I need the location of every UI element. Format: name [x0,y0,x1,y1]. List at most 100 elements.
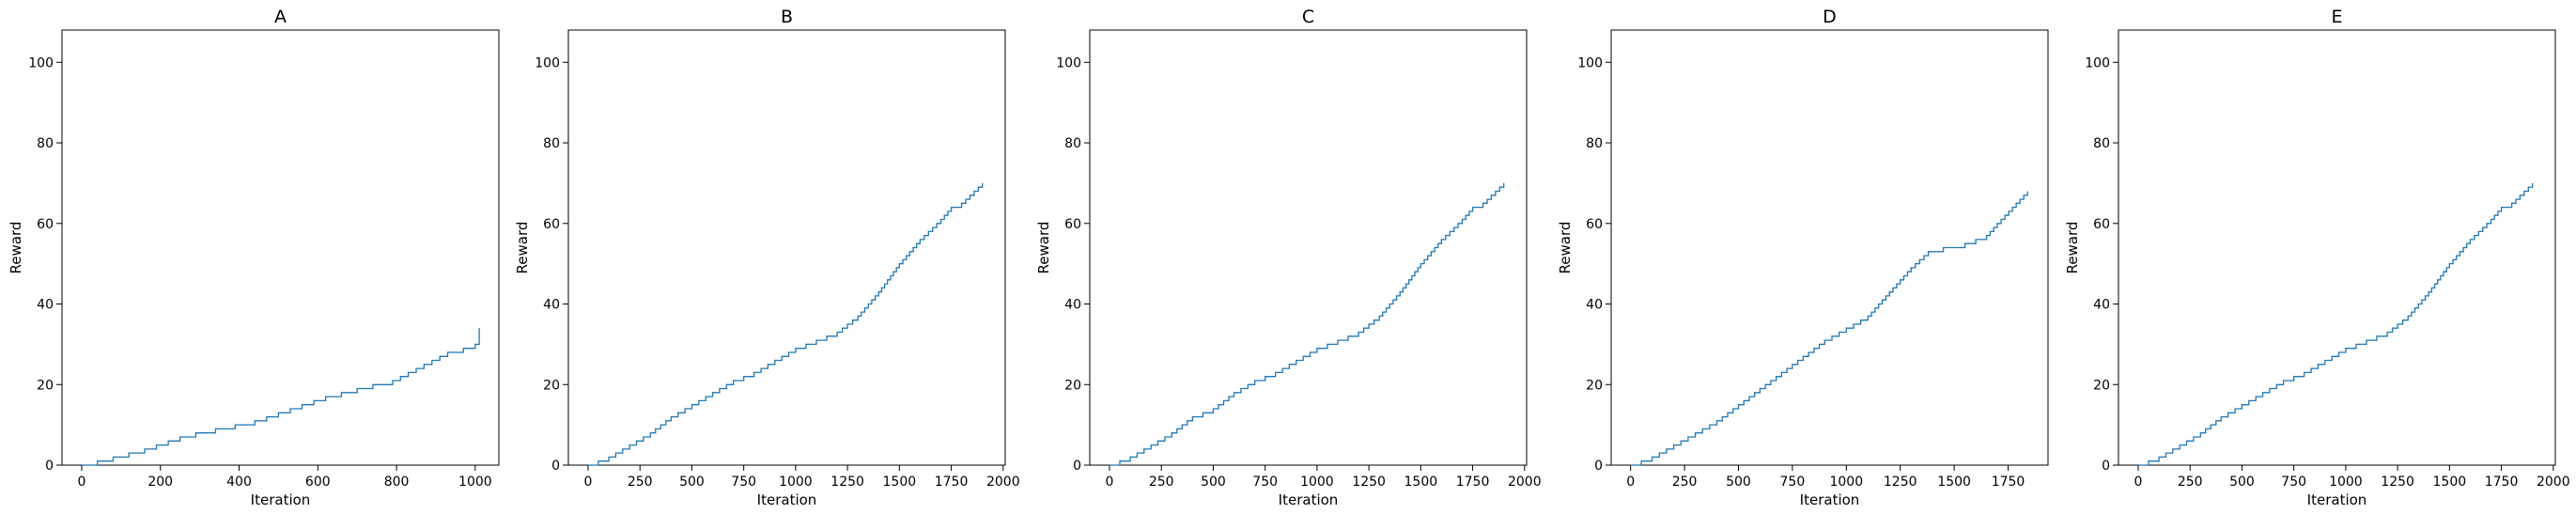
y-tick-label: 100 [1577,55,1603,70]
y-tick-label: 20 [543,378,560,393]
y-tick-label: 100 [2085,55,2110,70]
y-tick-label: 60 [1586,217,1603,232]
series-line [81,328,480,466]
chart-title: D [1823,7,1837,27]
y-tick-label: 80 [37,136,54,151]
x-tick-label: 1500 [1937,475,1971,490]
series-line [1110,182,1505,466]
y-tick-label: 20 [2093,378,2110,393]
y-tick-label: 60 [543,217,560,232]
y-tick-label: 80 [2093,136,2110,151]
y-tick-label: 0 [45,459,54,474]
y-tick-label: 20 [1586,378,1603,393]
chart-panel-e: E 0 250 500 750 1000 1250 1500 1750 2000 0 20 40 60 80… [2064,7,2570,508]
y-axis-label: Reward [1557,222,1574,274]
x-tick-label: 750 [731,475,756,490]
chart-panel-c: C 0 250 500 750 1000 1250 1500 1750 2000 0 20 40 60 80… [1035,7,1542,508]
y-tick-label: 20 [37,378,54,393]
x-tick-label: 200 [147,475,173,490]
chart-panel-b: B 0 250 500 750 1000 1250 1500 1750 2000 0 20 40 60 80… [514,7,1020,508]
x-tick-label: 1250 [2381,475,2414,490]
chart-title: B [781,7,793,27]
x-tick-label: 400 [226,475,252,490]
y-tick-label: 60 [2093,217,2110,232]
series-line [1630,191,2028,466]
x-tick-label: 1750 [1992,475,2025,490]
x-tick-label: 1250 [1352,475,1386,490]
x-tick-label: 750 [2281,475,2306,490]
x-axis-label: Iteration [1279,491,1339,508]
y-tick-label: 0 [551,459,560,474]
x-tick-label: 1500 [883,475,917,490]
series-line [2138,182,2534,466]
x-tick-label: 0 [1106,475,1114,490]
x-axis-label: Iteration [1800,491,1860,508]
x-tick-label: 600 [305,475,331,490]
y-tick-label: 40 [2093,298,2110,313]
chart-title: E [2331,7,2342,27]
y-tick-label: 40 [543,298,560,313]
x-tick-label: 1000 [779,475,813,490]
x-axis-label: Iteration [757,491,817,508]
y-axis-label: Reward [8,222,24,274]
plot-frame [2118,29,2556,466]
x-tick-label: 1000 [1829,475,1863,490]
x-axis-label: Iteration [2307,491,2367,508]
x-tick-label: 500 [1201,475,1226,490]
y-tick-label: 80 [1064,136,1081,151]
x-tick-label: 2000 [1508,475,1542,490]
plot-frame [1610,29,2049,466]
x-tick-label: 1500 [2433,475,2467,490]
x-tick-label: 1000 [2329,475,2363,490]
x-tick-label: 750 [1780,475,1806,490]
x-tick-label: 500 [1726,475,1751,490]
y-axis-label: Reward [514,222,531,274]
y-tick-label: 80 [543,136,560,151]
y-tick-label: 40 [37,298,54,313]
x-tick-label: 250 [2178,475,2203,490]
y-tick-label: 0 [1594,459,1603,474]
x-tick-label: 0 [1626,475,1635,490]
y-tick-label: 60 [37,217,54,232]
x-tick-label: 500 [2229,475,2255,490]
x-axis-label: Iteration [251,491,311,508]
y-tick-label: 0 [2102,459,2110,474]
y-tick-label: 100 [1056,55,1081,70]
x-tick-label: 750 [1252,475,1278,490]
x-tick-label: 250 [1149,475,1174,490]
y-tick-label: 100 [28,55,54,70]
y-axis-label: Reward [1035,222,1052,274]
y-axis-label: Reward [2064,222,2081,274]
y-tick-label: 40 [1064,298,1081,313]
x-tick-label: 2000 [2537,475,2570,490]
plot-frame [567,29,1006,466]
x-tick-label: 800 [384,475,410,490]
y-tick-label: 40 [1586,298,1603,313]
x-tick-label: 1250 [830,475,864,490]
plot-frame [1089,29,1528,466]
plot-frame [61,29,500,466]
y-tick-label: 100 [535,55,560,70]
y-tick-label: 0 [1073,459,1081,474]
chart-panel-a: A 0 200 400 600 800 1000 0 20 40 60 80 100 Iteration R… [8,7,500,508]
x-tick-label: 1000 [458,475,492,490]
y-tick-label: 60 [1064,217,1081,232]
x-tick-label: 250 [628,475,653,490]
y-tick-label: 20 [1064,378,1081,393]
chart-panel-d: D 0 250 500 750 1000 1250 1500 1750 0 20 40 60 80 100 I… [1557,7,2049,508]
x-tick-label: 1750 [2485,475,2519,490]
x-tick-label: 1000 [1300,475,1334,490]
y-tick-label: 80 [1586,136,1603,151]
x-tick-label: 0 [584,475,593,490]
chart-title: C [1302,7,1314,27]
series-line [588,182,984,466]
x-tick-label: 1750 [1456,475,1490,490]
x-tick-label: 1500 [1404,475,1438,490]
x-tick-label: 0 [2134,475,2143,490]
x-tick-label: 500 [679,475,705,490]
x-tick-label: 0 [77,475,85,490]
x-tick-label: 250 [1672,475,1698,490]
x-tick-label: 1250 [1884,475,1917,490]
x-tick-label: 1750 [935,475,969,490]
